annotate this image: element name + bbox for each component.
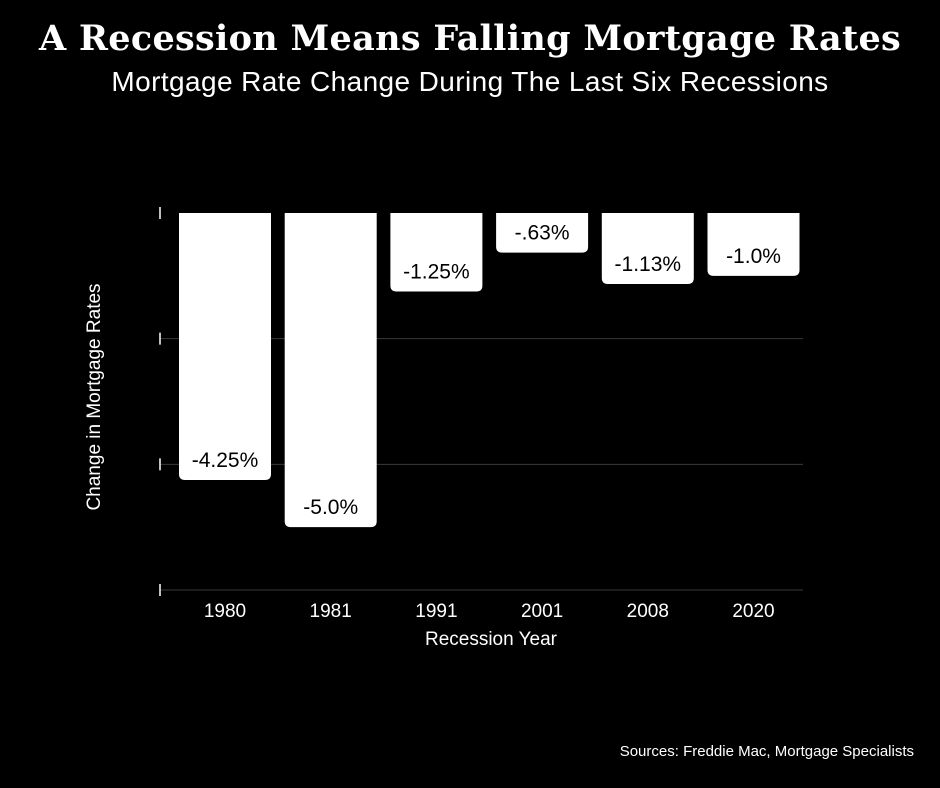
bar-value-label: -1.0% bbox=[726, 245, 781, 268]
chart-title: A Recession Means Falling Mortgage Rates bbox=[38, 18, 902, 59]
x-tick-label: 2020 bbox=[732, 601, 774, 622]
bar bbox=[284, 213, 377, 528]
bar bbox=[707, 213, 800, 276]
bar-value-label: -1.25% bbox=[403, 261, 470, 284]
x-tick-label: 1980 bbox=[204, 601, 246, 622]
x-axis-tick-labels: 1980 1981 1991 2001 2008 2020 bbox=[204, 601, 775, 622]
x-tick-label: 2001 bbox=[521, 601, 563, 622]
bar bbox=[390, 213, 483, 292]
bar bbox=[179, 213, 271, 481]
x-tick-label: 1981 bbox=[310, 601, 352, 622]
chart-subtitle: Mortgage Rate Change During The Last Six… bbox=[111, 66, 829, 97]
bar-value-label: -4.25% bbox=[192, 449, 259, 472]
bar-value-label: -.63% bbox=[515, 222, 570, 245]
x-tick-label: 1991 bbox=[415, 601, 457, 622]
source-note: Sources: Freddie Mac, Mortgage Specialis… bbox=[619, 743, 914, 760]
bar-value-label: -5.0% bbox=[303, 496, 358, 519]
x-axis-label: Recession Year bbox=[425, 629, 558, 650]
bar-value-label: -1.13% bbox=[615, 253, 682, 276]
y-axis-label: Change in Mortgage Rates bbox=[84, 283, 105, 510]
bar-value-labels: -4.25% -5.0% -1.25% -.63% -1.13% -1.0% bbox=[192, 222, 781, 520]
x-tick-label: 2008 bbox=[627, 601, 669, 622]
bars bbox=[179, 213, 800, 528]
bar bbox=[601, 213, 694, 285]
bar bbox=[496, 213, 589, 253]
